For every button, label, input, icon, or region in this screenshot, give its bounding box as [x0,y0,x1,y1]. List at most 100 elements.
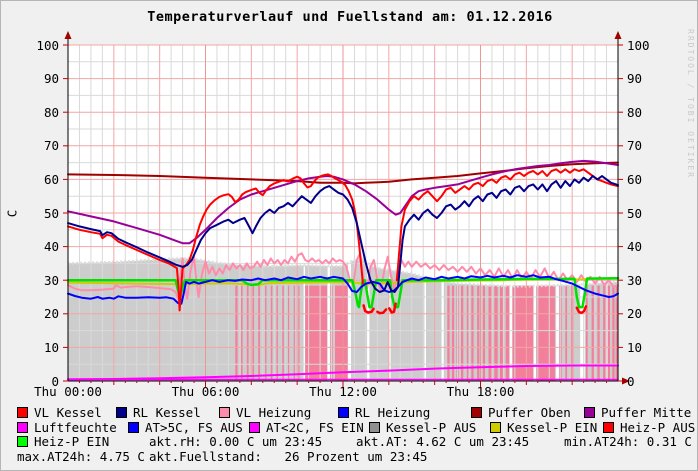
at-unter-2c-fs-ein-bar [585,285,588,381]
series-heiz-p-aus [575,305,588,315]
at-unter-2c-fs-ein-bar [565,285,568,381]
legend-swatch [116,407,127,418]
axes [63,31,630,387]
area-gap [556,256,559,381]
at-unter-2c-fs-ein-bar [494,285,498,381]
at-unter-2c-fs-ein-bar [591,285,594,381]
area-gap [303,256,305,381]
at-unter-2c-fs-ein-bar [461,285,464,381]
y-tick-label-right: 60 [627,171,643,187]
y-tick-label-right: 0 [627,373,635,389]
legend-label: Kessel-P AUS [386,419,477,435]
at-unter-2c-fs-ein-bar [451,285,455,381]
y-tick-label-right: 20 [627,306,643,322]
at-unter-2c-fs-ein-bar [512,285,534,381]
x-tick-label: Thu 18:00 [446,384,515,399]
y-axis-arrow-right [614,31,622,39]
y-tick-label-left: 50 [43,205,59,221]
legend-label: RL Kessel [133,405,201,420]
at-unter-2c-fs-ein-bar [466,285,470,381]
legend-label: Puffer Mitte [601,405,692,420]
legend-item: RL Kessel [116,406,201,420]
at-unter-2c-fs-ein-bar [252,285,255,381]
legend-item: VL Heizung [219,406,311,420]
legend-row: VL Kessel RL Kessel VL Heizung RL Heizung Pu… [1,405,697,420]
at-unter-2c-fs-ein-bar [615,285,618,381]
series-puffer-oben [67,161,619,185]
at-unter-2c-fs-ein-bar [597,285,600,381]
y-tick-label-right: 70 [627,138,643,154]
y-tick-label-left: 70 [43,138,59,154]
y-tick-label-left: 30 [43,272,59,288]
at-unter-2c-fs-ein-bar [235,285,238,381]
legend-stat-text: min.AT24h: 0.31 C [564,434,692,449]
rrdtool-watermark: RRDTOOL / TOBI OETIKER [686,29,695,179]
legend-item: Luftfeuchte [17,419,117,435]
series-heiz-p-aus [376,308,388,315]
area-gap [327,256,330,381]
legend-label: Kessel-P EIN [507,419,598,435]
y-tick-label-left: 80 [43,104,59,120]
legend-label: VL Kessel [34,405,102,420]
legend-label: Heiz-P EIN [34,434,110,449]
y-tick-label-left: 20 [43,306,59,322]
at-unter-2c-fs-ein-bar [270,285,273,381]
y-tick-label-right: 30 [627,272,643,288]
series-rl-heizung [67,274,619,305]
y-tick-label-right: 50 [627,205,643,221]
series-puffer-mitte [67,159,619,245]
at-unter-2c-fs-ein-bar [471,285,474,381]
legend-label: RL Heizung [355,405,431,420]
legend-swatch [219,407,230,418]
y-tick-label-left: 0 [51,373,59,389]
legend-swatch [17,436,28,447]
legend-label: AT<2C, FS EIN [266,419,364,435]
legend-swatch [584,407,595,418]
legend-item: RL Heizung [338,406,430,420]
area-gap [441,256,444,381]
legend-label: Heiz-P AUS [620,419,696,435]
x-tick-label: Thu 00:00 [34,384,102,399]
legend-item: Heiz-P AUS [603,419,696,435]
legend-swatch [471,407,482,418]
legend-item: AT>5C, FS AUS [128,420,243,435]
y-axis-arrow-left [64,31,72,39]
legend-label: Puffer Oben [488,405,571,420]
area-gap [388,256,391,381]
legend-item: VL Kessel [17,406,102,420]
legend-label: Luftfeuchte [34,419,117,435]
area-gap [509,256,513,381]
legend-swatch [17,421,28,433]
legend-row: Heiz-P EIN akt.rH: 0.00 C um 23:45 akt.AT:… [1,434,697,449]
series-heiz-p-aus [388,302,397,314]
x-axis-arrow [622,377,630,385]
at-unter-2c-fs-ein-bar [241,285,243,381]
y-tick-label-right: 10 [627,339,643,355]
y-tick-label-right: 80 [627,104,643,120]
area-gap [348,256,351,381]
y-tick-label-left: 60 [43,171,59,187]
at-unter-2c-fs-ein-bar [305,285,327,381]
legend-stat-text: akt.Fuellstand: 26 Prozent um 23:45 [149,448,428,464]
legend-stat-text: max.AT24h: 4.75 C [17,448,145,464]
at-unter-2c-fs-ein-bar [282,285,284,381]
at-unter-2c-fs-ein-bar [447,285,450,381]
series-vl-heizung [67,252,619,300]
at-unter-2c-fs-ein-bar [276,285,278,381]
y-tick-label-left: 100 [36,37,59,53]
legend-row: Luftfeuchte AT>5C, FS AUS AT<2C, FS EIN Kes… [1,419,697,435]
at-unter-2c-fs-ein-bar [607,285,610,381]
legend-swatch [603,421,614,433]
at-unter-2c-fs-ein-bar [335,285,348,381]
at-unter-2c-fs-ein-bar [488,285,492,381]
at-unter-2c-fs-ein-bar [288,285,290,381]
at-unter-2c-fs-ein-bar [536,285,555,381]
area-gap [424,256,426,381]
plot-area [66,44,620,381]
y-tick-label-right: 100 [627,37,650,53]
area-gap [580,256,585,381]
chart-title: Temperaturverlauf und Fuellstand am: 01.… [147,9,553,25]
